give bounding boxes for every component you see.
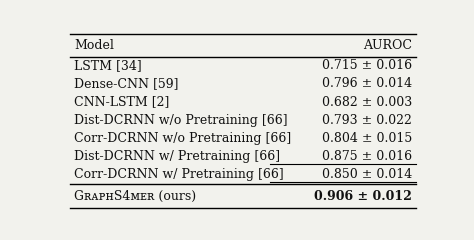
Text: 0.682 ± 0.003: 0.682 ± 0.003 bbox=[322, 96, 412, 108]
Text: LSTM [34]: LSTM [34] bbox=[74, 59, 142, 72]
Text: 0.715 ± 0.016: 0.715 ± 0.016 bbox=[322, 59, 412, 72]
Text: Corr-DCRNN w/o Pretraining [66]: Corr-DCRNN w/o Pretraining [66] bbox=[74, 132, 291, 145]
Text: Dist-DCRNN w/o Pretraining [66]: Dist-DCRNN w/o Pretraining [66] bbox=[74, 114, 288, 127]
Text: 0.796 ± 0.014: 0.796 ± 0.014 bbox=[322, 77, 412, 90]
Text: Dense-CNN [59]: Dense-CNN [59] bbox=[74, 77, 178, 90]
Text: 0.906 ± 0.012: 0.906 ± 0.012 bbox=[314, 190, 412, 203]
Text: 0.804 ± 0.015: 0.804 ± 0.015 bbox=[322, 132, 412, 145]
Text: 0.875 ± 0.016: 0.875 ± 0.016 bbox=[322, 150, 412, 163]
Text: CNN-LSTM [2]: CNN-LSTM [2] bbox=[74, 96, 169, 108]
Text: 0.850 ± 0.014: 0.850 ± 0.014 bbox=[322, 168, 412, 181]
Text: Dist-DCRNN w/ Pretraining [66]: Dist-DCRNN w/ Pretraining [66] bbox=[74, 150, 280, 163]
Text: 0.793 ± 0.022: 0.793 ± 0.022 bbox=[322, 114, 412, 127]
Text: AUROC: AUROC bbox=[363, 39, 412, 52]
Text: GʀᴀᴘʜS4ᴍᴇʀ (ours): GʀᴀᴘʜS4ᴍᴇʀ (ours) bbox=[74, 190, 196, 203]
Text: Model: Model bbox=[74, 39, 114, 52]
Text: Corr-DCRNN w/ Pretraining [66]: Corr-DCRNN w/ Pretraining [66] bbox=[74, 168, 284, 181]
